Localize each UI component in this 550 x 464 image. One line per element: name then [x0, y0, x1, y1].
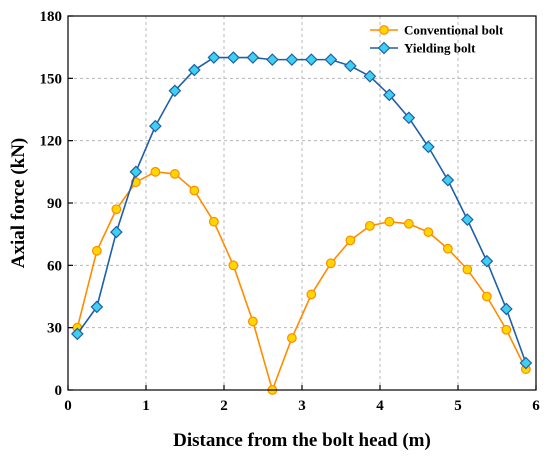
- data-point: [129, 165, 143, 179]
- data-point: [228, 260, 239, 271]
- data-point: [384, 216, 395, 227]
- data-point: [423, 227, 434, 237]
- data-point: [286, 333, 297, 343]
- data-point: [71, 327, 84, 341]
- data-point: [266, 53, 279, 66]
- y-tick-label: 120: [40, 134, 63, 150]
- data-point: [305, 53, 318, 66]
- data-point: [227, 51, 240, 64]
- data-point: [169, 169, 180, 179]
- data-point: [189, 185, 200, 196]
- data-point: [111, 204, 122, 215]
- y-tick-label: 0: [55, 383, 63, 399]
- data-point: [246, 51, 260, 64]
- x-tick-label: 4: [376, 398, 384, 414]
- data-point: [345, 235, 356, 246]
- data-point: [442, 243, 453, 254]
- data-point: [208, 216, 219, 227]
- data-point: [462, 264, 473, 275]
- x-tick-label: 1: [142, 398, 150, 414]
- x-tick-label: 2: [220, 398, 228, 414]
- grid: [68, 16, 536, 390]
- y-tick-label: 180: [40, 9, 63, 25]
- data-point: [324, 53, 338, 66]
- x-axis-title: Distance from the bolt head (m): [173, 430, 431, 451]
- data-point: [422, 140, 435, 154]
- data-point: [383, 88, 396, 102]
- legend-marker: [379, 25, 389, 35]
- legend-marker: [377, 41, 391, 55]
- data-point: [168, 84, 182, 98]
- legend: Conventional bolt Yielding bolt: [370, 23, 504, 56]
- data-point: [207, 51, 221, 64]
- series-line: [76, 56, 527, 364]
- data-point: [150, 166, 161, 177]
- data-point: [461, 213, 474, 226]
- data-point: [285, 53, 299, 66]
- data-point: [110, 225, 123, 239]
- data-point: [364, 220, 375, 231]
- y-axis-title: Axial force (kN): [8, 138, 29, 269]
- y-tick-label: 90: [47, 196, 62, 212]
- data-point: [306, 289, 317, 300]
- data-point: [519, 356, 533, 370]
- data-point: [344, 59, 357, 73]
- data-point: [149, 119, 162, 133]
- data-point: [403, 218, 414, 229]
- data-point: [402, 111, 416, 125]
- data-point: [501, 324, 512, 335]
- data-point: [325, 258, 336, 269]
- data-point: [480, 254, 494, 268]
- legend-label: Yielding bolt: [404, 41, 476, 56]
- data-point: [90, 300, 104, 314]
- legend-label: Conventional bolt: [404, 23, 504, 38]
- y-tick-label: 60: [47, 258, 62, 274]
- x-tick-label: 6: [532, 398, 540, 414]
- data-point: [247, 316, 258, 327]
- data-point: [363, 69, 377, 83]
- x-tick-label: 5: [454, 398, 462, 414]
- data-point: [91, 245, 102, 256]
- data-point: [481, 291, 492, 302]
- y-tick-label: 150: [40, 71, 63, 87]
- y-tick-label: 30: [47, 321, 62, 337]
- data-point: [500, 302, 513, 316]
- data-point: [441, 173, 455, 187]
- x-tick-label: 3: [298, 398, 306, 414]
- data-point: [188, 63, 201, 77]
- series-1: [71, 51, 533, 370]
- series-layer: [71, 51, 533, 395]
- x-tick-label: 0: [64, 398, 72, 414]
